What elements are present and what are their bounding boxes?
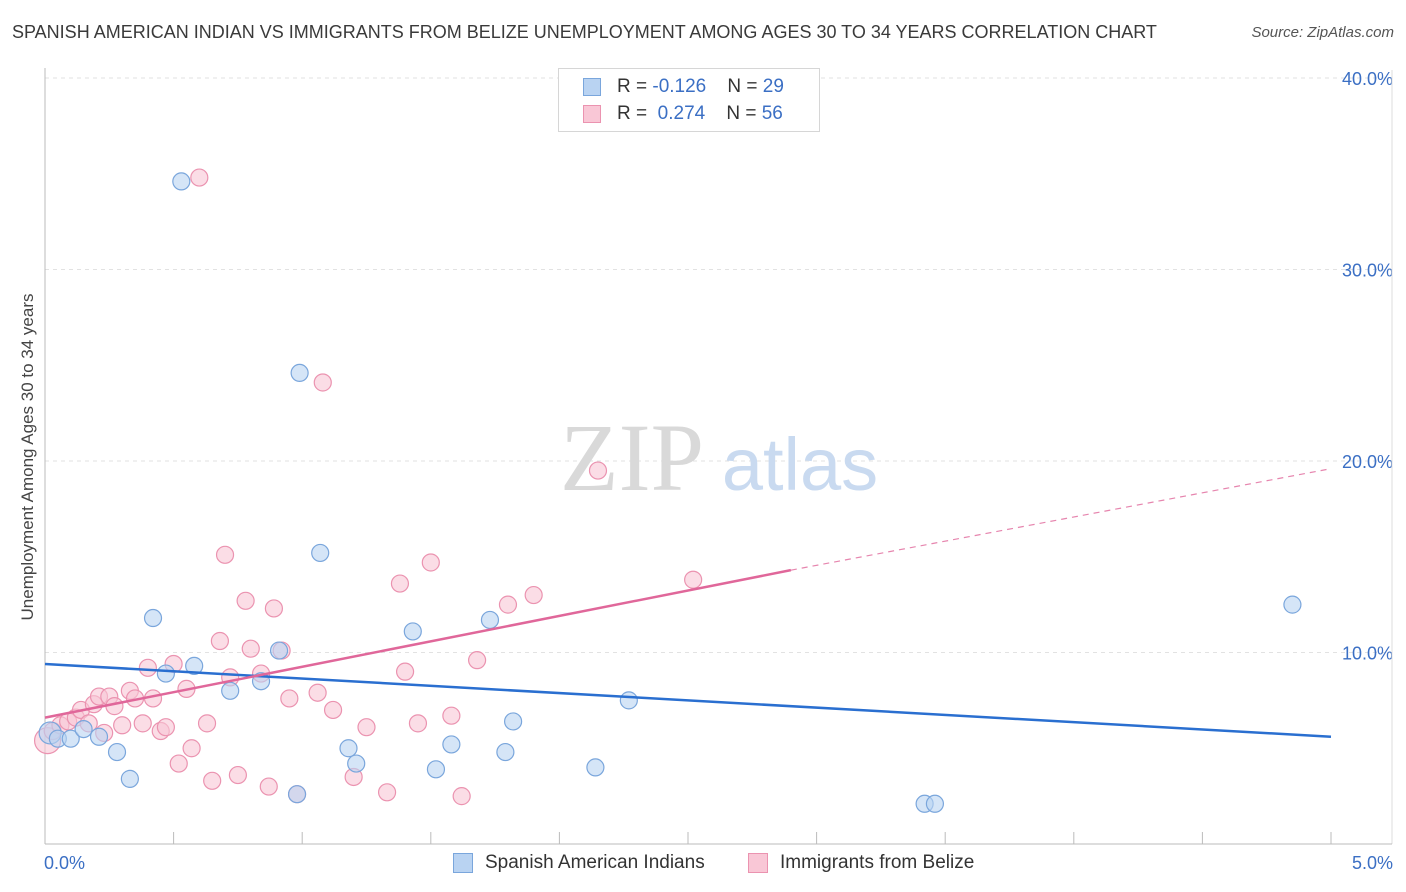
legend-r-value: -0.126 [652, 76, 707, 97]
point-immigrants-from-belize [442, 706, 461, 725]
point-immigrants-from-belize [313, 373, 332, 392]
point-immigrants-from-belize [308, 683, 327, 702]
point-immigrants-from-belize [323, 700, 343, 720]
point-spanish-american-indians [311, 543, 330, 563]
legend-r-label: R = [617, 76, 653, 97]
point-spanish-american-indians [619, 691, 638, 710]
watermark: ZIP atlas [560, 404, 878, 511]
trend-extension-immigrants-from-belize [790, 468, 1332, 571]
point-immigrants-from-belize [467, 651, 487, 670]
point-immigrants-from-belize [408, 714, 428, 733]
point-immigrants-from-belize [236, 591, 255, 610]
y-axis-label-group: Unemployment Among Ages 30 to 34 years [18, 294, 37, 621]
point-spanish-american-indians [107, 742, 127, 762]
point-immigrants-from-belize [215, 545, 235, 564]
point-immigrants-from-belize [156, 718, 175, 737]
point-spanish-american-indians [496, 742, 515, 762]
bottom-legend-label: Immigrants from Belize [780, 852, 975, 873]
point-spanish-american-indians [347, 754, 366, 773]
point-immigrants-from-belize [357, 718, 376, 737]
point-immigrants-from-belize [197, 714, 217, 733]
bottom-legend-label: Spanish American Indians [485, 852, 705, 873]
point-immigrants-from-belize [264, 599, 284, 618]
point-immigrants-from-belize [228, 765, 247, 785]
point-immigrants-from-belize [588, 461, 608, 480]
point-immigrants-from-belize [684, 570, 703, 589]
y-tick-label: 40.0% [1342, 69, 1393, 89]
point-immigrants-from-belize [395, 662, 415, 681]
point-spanish-american-indians [156, 664, 175, 683]
bottom-legend-swatch-pink [748, 853, 768, 873]
point-spanish-american-indians [339, 739, 358, 758]
point-immigrants-from-belize [138, 658, 157, 677]
point-immigrants-from-belize [421, 553, 440, 572]
grid-lines [45, 77, 1392, 653]
trend-lines [44, 468, 1332, 739]
legend-swatch-pink [583, 105, 601, 123]
y-tick-label: 10.0% [1342, 644, 1393, 664]
point-immigrants-from-belize [280, 689, 299, 708]
point-spanish-american-indians [74, 719, 93, 739]
point-spanish-american-indians [426, 760, 446, 779]
point-immigrants-from-belize [182, 739, 201, 758]
legend-n-value: 29 [762, 76, 784, 97]
trend-line-spanish-american-indians [44, 662, 1332, 739]
point-spanish-american-indians [221, 681, 240, 700]
watermark-atlas: atlas [722, 423, 878, 506]
point-spanish-american-indians [269, 641, 289, 660]
point-immigrants-from-belize [259, 777, 278, 796]
point-immigrants-from-belize [452, 787, 471, 806]
y-axis-label: Unemployment Among Ages 30 to 34 years [18, 294, 37, 621]
point-spanish-american-indians [925, 794, 945, 813]
y-tick-label: 20.0% [1342, 452, 1393, 472]
point-spanish-american-indians [442, 735, 461, 754]
point-immigrants-from-belize [133, 714, 152, 733]
x-tick-label-left: 0.0% [44, 853, 85, 873]
point-spanish-american-indians [61, 729, 80, 748]
point-spanish-american-indians [403, 622, 422, 641]
point-spanish-american-indians [586, 758, 605, 777]
point-spanish-american-indians [143, 608, 163, 628]
point-immigrants-from-belize [241, 639, 260, 658]
point-immigrants-from-belize [377, 783, 397, 802]
point-immigrants-from-belize [524, 585, 543, 605]
legend-r-label: R = [617, 103, 653, 124]
point-immigrants-from-belize [203, 771, 222, 790]
y-tick-label: 30.0% [1342, 261, 1393, 281]
point-spanish-american-indians [290, 363, 309, 383]
point-spanish-american-indians [185, 656, 204, 676]
correlation-legend: R = -0.126 N = 29 R = 0.274 N = 56 [558, 68, 820, 132]
source-label: Source: ZipAtlas.com [1251, 24, 1394, 41]
trend-line-immigrants-from-belize [44, 568, 792, 719]
series-spanish-american-indians [38, 172, 1302, 813]
bottom-legend-swatch-blue [453, 853, 473, 873]
point-immigrants-from-belize [113, 716, 132, 735]
legend-n-value: 56 [761, 103, 783, 124]
point-spanish-american-indians [504, 712, 523, 731]
point-immigrants-from-belize [169, 754, 188, 773]
legend-n-label: N = [727, 76, 763, 97]
legend-swatch-blue [583, 78, 601, 96]
point-immigrants-from-belize [210, 631, 229, 651]
legend-r-value: 0.274 [652, 103, 706, 124]
legend-n-label: N = [726, 103, 762, 124]
chart-title: SPANISH AMERICAN INDIAN VS IMMIGRANTS FR… [12, 22, 1157, 42]
point-immigrants-from-belize [498, 595, 518, 614]
point-immigrants-from-belize [190, 168, 209, 187]
point-spanish-american-indians [172, 172, 191, 191]
point-spanish-american-indians [120, 769, 139, 788]
point-spanish-american-indians [1283, 595, 1302, 614]
point-spanish-american-indians [287, 785, 307, 804]
watermark-zip: ZIP [560, 404, 704, 511]
point-immigrants-from-belize [390, 574, 410, 593]
x-tick-label-right: 5.0% [1352, 853, 1393, 873]
point-spanish-american-indians [480, 610, 500, 630]
axes: 10.0% 20.0% 30.0% 40.0% 0.0% 5.0% [44, 68, 1393, 873]
point-spanish-american-indians [89, 727, 109, 746]
